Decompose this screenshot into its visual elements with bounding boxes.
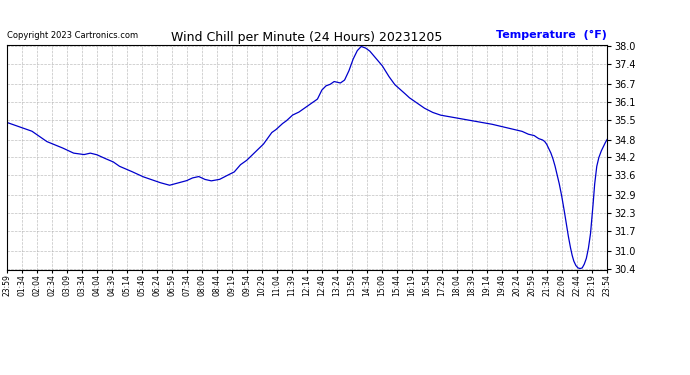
Text: Copyright 2023 Cartronics.com: Copyright 2023 Cartronics.com bbox=[7, 32, 138, 40]
Text: Temperature  (°F): Temperature (°F) bbox=[496, 30, 607, 40]
Title: Wind Chill per Minute (24 Hours) 20231205: Wind Chill per Minute (24 Hours) 2023120… bbox=[171, 31, 443, 44]
